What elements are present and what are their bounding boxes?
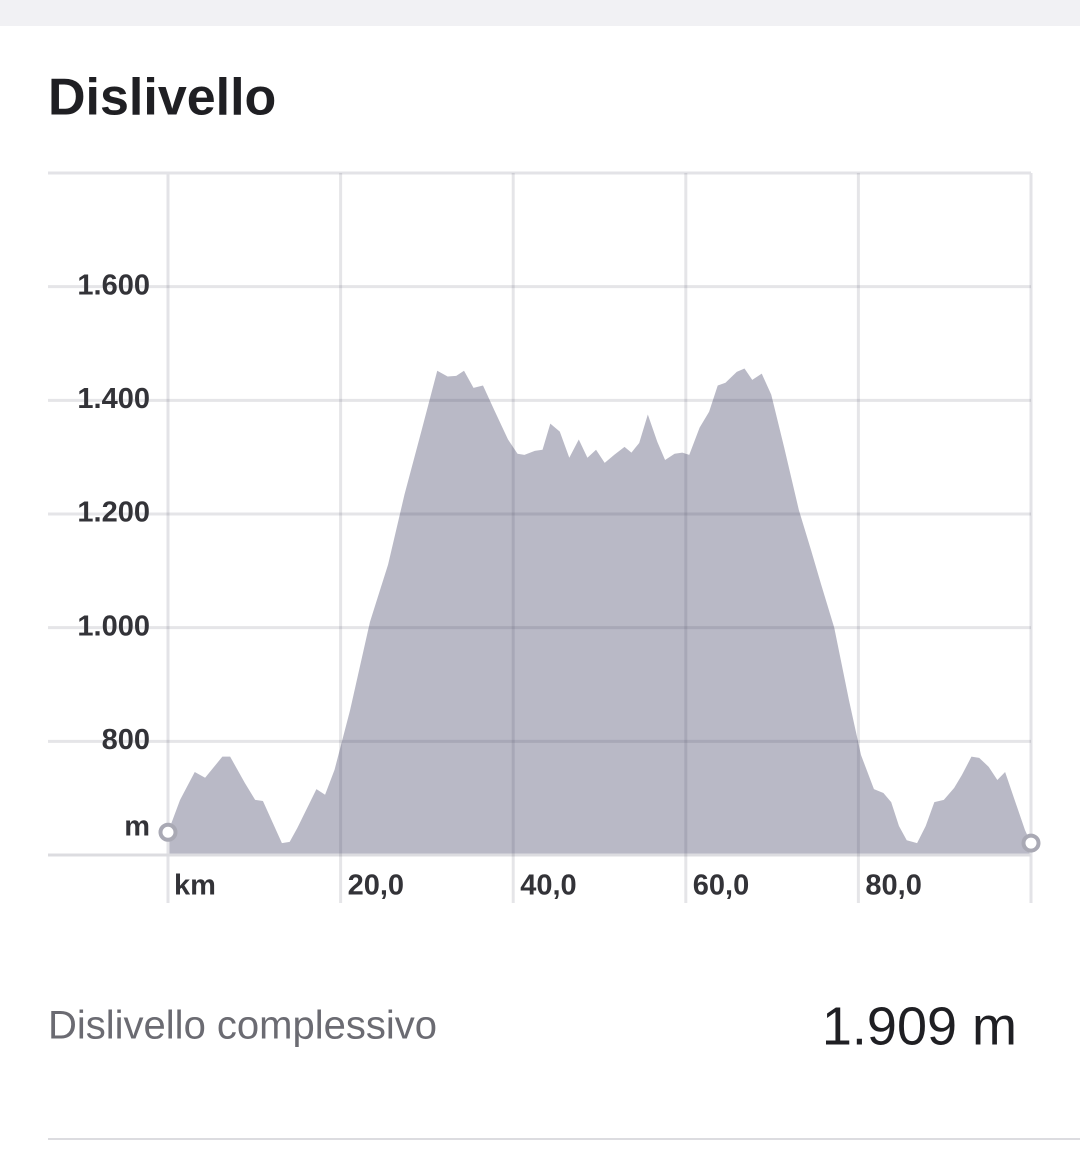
- x-tick-label: 60,0: [693, 870, 749, 902]
- plot: 800 1.000 1.200 1.400 1.600 20,0 40,0 60,0 80,0 k…: [48, 171, 1041, 903]
- top-bar: [0, 0, 1080, 26]
- chart-title: Dislivello: [48, 69, 276, 127]
- y-tick-label: 1.600: [77, 269, 150, 301]
- x-tick-label: 20,0: [348, 870, 404, 902]
- y-tick-label: 1.400: [77, 383, 150, 415]
- x-tick-label: 80,0: [865, 870, 921, 902]
- elevation-area: [168, 368, 1031, 855]
- summary-label: Dislivello complessivo: [48, 1004, 437, 1048]
- endpoint-marker: [1021, 833, 1041, 853]
- y-tick-label: 1.200: [77, 497, 150, 529]
- x-axis-label: km: [174, 870, 216, 902]
- x-tick-label: 40,0: [520, 870, 576, 902]
- y-axis-label: m: [124, 811, 150, 843]
- y-tick-label: 800: [102, 724, 150, 756]
- summary-value: 1.909 m: [822, 996, 1017, 1056]
- y-tick-label: 1.000: [77, 610, 150, 642]
- endpoint-marker: [158, 822, 178, 842]
